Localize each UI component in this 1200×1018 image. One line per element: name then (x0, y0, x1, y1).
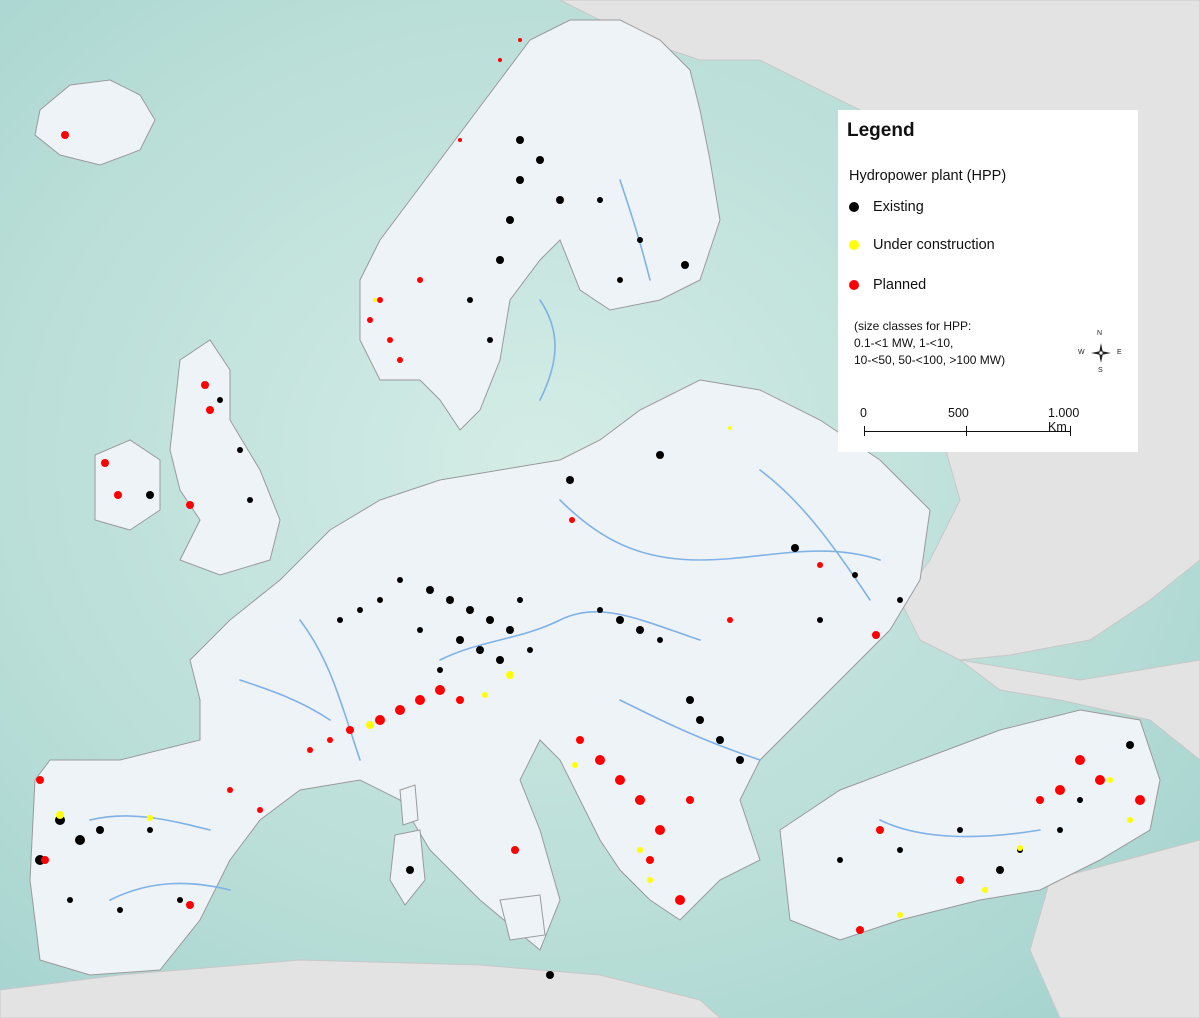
compass-rose-icon (1091, 343, 1111, 363)
scale-label-500: 500 (948, 406, 969, 420)
scale-label-0: 0 (860, 406, 867, 420)
existing-hpp-points (35, 136, 1134, 979)
study-land (29, 19, 1161, 976)
compass-e-label: E (1117, 349, 1122, 356)
existing-dot-icon (849, 202, 859, 212)
scandinavia (359, 19, 721, 431)
rivers (89, 179, 1041, 901)
scale-tick (864, 426, 865, 436)
mainland-europe (29, 379, 931, 976)
size-class-note-line: (size classes for HPP: (854, 319, 972, 333)
size-class-note-line: 10-<50, 50-<100, >100 MW) (854, 353, 1006, 367)
scale-line (864, 431, 1071, 432)
legend-title: Legend (847, 120, 915, 141)
size-class-note: (size classes for HPP: 0.1-<1 MW, 1-<10,… (854, 318, 1005, 369)
scale-bar: 0 500 1.000 Km (858, 406, 1088, 446)
mideast-outer-land (1029, 839, 1200, 1018)
sicily (499, 894, 546, 941)
corsica (399, 784, 419, 826)
legend-panel: Legend Hydropower plant (HPP) Existing U… (838, 110, 1138, 452)
iceland (34, 79, 156, 166)
legend-item-label: Under construction (873, 237, 995, 253)
legend-item-under-construction: Under construction (849, 235, 995, 255)
north-africa-outer-land (0, 959, 721, 1018)
caucasus-outer-land (959, 659, 1200, 761)
under-construction-hpp-points (56, 298, 1133, 918)
planned-dot-icon (849, 280, 859, 290)
legend-item-existing: Existing (849, 197, 924, 217)
uk-ireland (169, 339, 281, 576)
size-class-note-line: 0.1-<1 MW, 1-<10, (854, 336, 954, 350)
legend-item-label: Existing (873, 199, 924, 215)
scale-tick (1070, 426, 1071, 436)
planned-hpp-points (36, 38, 1145, 934)
legend-item-planned: Planned (849, 275, 926, 295)
compass-w-label: W (1078, 349, 1085, 356)
legend-item-label: Planned (873, 277, 927, 293)
legend-subtitle: Hydropower plant (HPP) (849, 168, 1007, 184)
scale-tick (966, 426, 967, 436)
compass-s-label: S (1098, 367, 1103, 374)
compass-n-label: N (1097, 330, 1103, 337)
scale-label-1000: 1.000 Km (1048, 406, 1080, 434)
ireland (94, 439, 161, 531)
under-construction-dot-icon (849, 240, 859, 250)
